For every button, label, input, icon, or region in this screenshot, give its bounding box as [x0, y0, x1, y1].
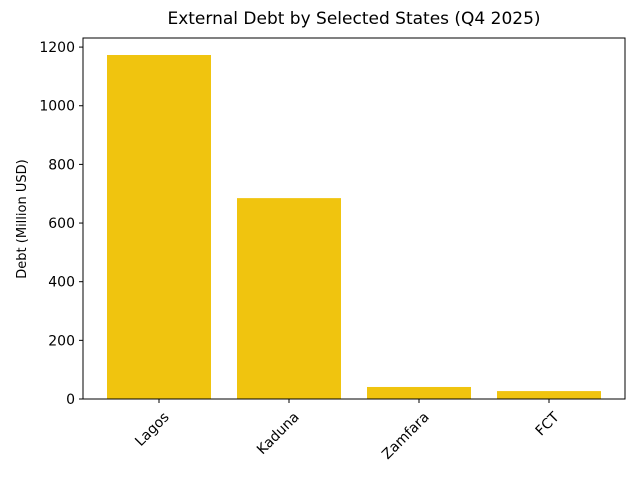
bar	[367, 386, 471, 399]
bar	[237, 198, 341, 399]
x-tick-label: FCT	[533, 409, 563, 439]
y-tick-label: 1200	[39, 40, 75, 56]
y-tick-label: 0	[66, 392, 75, 408]
x-tick-label: Lagos	[132, 409, 172, 449]
y-tick-label: 400	[48, 275, 75, 291]
y-axis-label: Debt (Million USD)	[15, 159, 30, 278]
bar	[497, 391, 601, 399]
y-tick-label: 600	[48, 216, 75, 232]
x-tick-label: Kaduna	[254, 409, 303, 458]
plot-frame	[82, 37, 626, 400]
y-tick-label: 200	[48, 333, 75, 349]
y-tick-label: 800	[48, 157, 75, 173]
bar	[107, 55, 211, 399]
y-tick-label: 1000	[39, 99, 75, 115]
chart-title: External Debt by Selected States (Q4 202…	[167, 9, 540, 29]
x-tick-label: Zamfara	[379, 409, 432, 462]
